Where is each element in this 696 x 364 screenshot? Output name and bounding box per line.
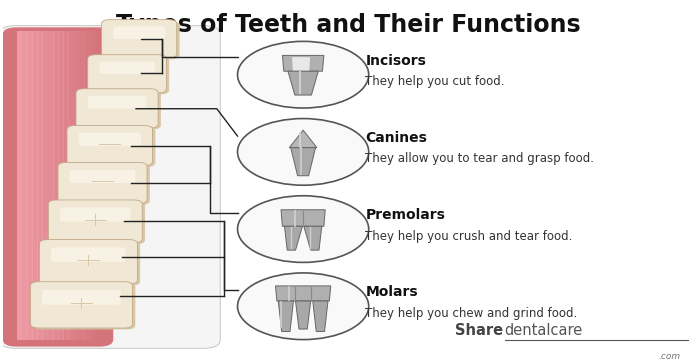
FancyBboxPatch shape xyxy=(51,201,145,244)
Bar xyxy=(22,31,28,340)
Text: They allow you to tear and grasp food.: They allow you to tear and grasp food. xyxy=(365,153,594,165)
Text: Canines: Canines xyxy=(365,131,427,145)
FancyBboxPatch shape xyxy=(33,283,135,329)
FancyBboxPatch shape xyxy=(31,282,132,328)
Polygon shape xyxy=(283,55,324,71)
Text: They help you chew and grind food.: They help you chew and grind food. xyxy=(365,307,578,320)
FancyBboxPatch shape xyxy=(70,170,135,183)
Bar xyxy=(42,31,48,340)
Bar xyxy=(32,31,38,340)
FancyBboxPatch shape xyxy=(3,27,113,347)
Polygon shape xyxy=(291,148,315,176)
Bar xyxy=(100,31,105,340)
Polygon shape xyxy=(278,301,294,332)
FancyBboxPatch shape xyxy=(90,56,169,94)
FancyBboxPatch shape xyxy=(76,89,158,128)
Bar xyxy=(89,31,95,340)
Polygon shape xyxy=(281,210,325,226)
Bar xyxy=(74,31,79,340)
FancyBboxPatch shape xyxy=(58,162,147,203)
Bar xyxy=(58,31,64,340)
FancyBboxPatch shape xyxy=(42,241,140,286)
Circle shape xyxy=(237,196,369,262)
FancyBboxPatch shape xyxy=(48,200,142,243)
Bar xyxy=(94,31,100,340)
Text: Premolars: Premolars xyxy=(365,208,445,222)
Circle shape xyxy=(237,41,369,108)
Polygon shape xyxy=(296,301,310,329)
Text: They help you cut food.: They help you cut food. xyxy=(365,75,505,88)
Circle shape xyxy=(237,119,369,185)
FancyBboxPatch shape xyxy=(88,55,166,93)
Polygon shape xyxy=(276,286,331,301)
Circle shape xyxy=(237,273,369,340)
Bar xyxy=(68,31,74,340)
Polygon shape xyxy=(285,226,303,250)
Bar xyxy=(27,31,33,340)
Bar xyxy=(47,31,54,340)
Polygon shape xyxy=(292,57,310,71)
Bar xyxy=(79,31,85,340)
Text: Types of Teeth and Their Functions: Types of Teeth and Their Functions xyxy=(116,13,580,37)
FancyBboxPatch shape xyxy=(79,90,161,130)
FancyBboxPatch shape xyxy=(60,207,131,221)
Polygon shape xyxy=(304,226,322,250)
FancyBboxPatch shape xyxy=(42,290,121,305)
Text: .com: .com xyxy=(658,352,681,361)
Text: Molars: Molars xyxy=(365,285,418,299)
FancyBboxPatch shape xyxy=(102,20,177,58)
FancyBboxPatch shape xyxy=(100,62,155,74)
FancyBboxPatch shape xyxy=(61,164,150,205)
Bar xyxy=(110,31,116,340)
Bar xyxy=(38,31,43,340)
FancyBboxPatch shape xyxy=(40,240,137,284)
FancyBboxPatch shape xyxy=(67,126,152,166)
FancyBboxPatch shape xyxy=(88,96,146,108)
Bar xyxy=(63,31,69,340)
Bar xyxy=(84,31,90,340)
Text: They help you crush and tear food.: They help you crush and tear food. xyxy=(365,230,573,242)
FancyBboxPatch shape xyxy=(79,133,141,146)
Polygon shape xyxy=(290,130,317,148)
Bar xyxy=(104,31,111,340)
Bar xyxy=(17,31,22,340)
Bar xyxy=(53,31,58,340)
Bar xyxy=(115,31,121,340)
FancyBboxPatch shape xyxy=(113,27,165,39)
Polygon shape xyxy=(288,71,318,95)
FancyBboxPatch shape xyxy=(104,21,180,59)
FancyBboxPatch shape xyxy=(70,127,155,167)
Text: Share: Share xyxy=(455,323,503,338)
Polygon shape xyxy=(313,301,328,332)
FancyBboxPatch shape xyxy=(51,248,126,262)
Text: dentalcare: dentalcare xyxy=(505,323,583,338)
FancyBboxPatch shape xyxy=(0,25,220,348)
Text: Incisors: Incisors xyxy=(365,54,426,68)
